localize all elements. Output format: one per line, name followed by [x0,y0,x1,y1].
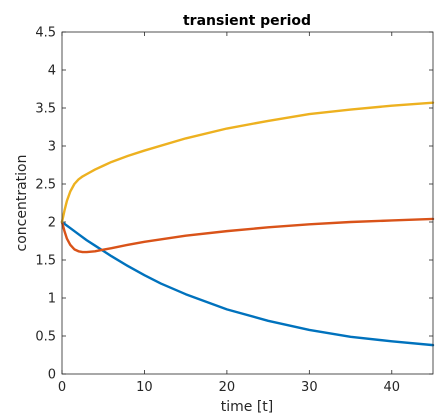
x-tick-label: 20 [219,380,236,395]
y-tick-label: 0 [48,368,56,383]
y-tick-label: 2.5 [35,178,56,193]
y-tick-label: 1.5 [35,254,56,269]
series-line-2 [60,217,435,254]
y-tick-label: 4.5 [35,26,56,41]
x-axis-label: time [t] [221,399,274,415]
y-axis-label: concentration [14,155,30,252]
chart-title: transient period [183,13,311,29]
y-axis-ticks: 0 0.5 1 1.5 2 2.5 3 3.5 4 4.5 [35,26,433,383]
x-tick-label: 10 [136,380,153,395]
y-tick-label: 4 [48,64,56,79]
y-tick-label: 1 [48,292,56,307]
x-tick-label: 40 [384,380,401,395]
plot-area-frame [61,31,434,375]
x-axis-ticks: 0 10 20 30 40 [58,32,400,395]
series-line-3 [60,101,435,224]
plot-series [60,101,435,347]
x-tick-label: 30 [301,380,318,395]
y-tick-label: 3.5 [35,102,56,117]
series-line-1 [60,220,435,347]
y-tick-label: 2 [48,216,56,231]
y-tick-label: 3 [48,140,56,155]
y-tick-label: 0.5 [35,330,56,345]
x-tick-label: 0 [58,380,66,395]
